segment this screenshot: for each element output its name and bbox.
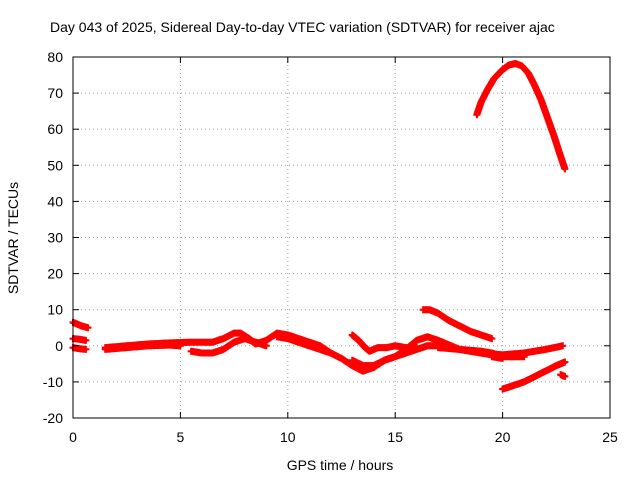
data-point	[176, 342, 184, 350]
series-arc2	[69, 335, 90, 344]
data-point	[561, 165, 569, 173]
y-tick-label: 60	[47, 121, 63, 137]
series-arc13	[473, 59, 569, 173]
series-arc15	[557, 371, 569, 380]
y-tick-label: 40	[47, 193, 63, 209]
x-tick-label: 20	[495, 429, 511, 445]
y-axis-label: SDTVAR / TECUs	[5, 182, 21, 294]
series-arc7	[273, 333, 335, 357]
axis-ticks: 0 5 10 15 20 25 -20 -10 0 10 20 30 40 50 60 70 80	[43, 49, 618, 445]
data-point	[84, 324, 92, 332]
data-point	[561, 372, 569, 380]
y-tick-label: 20	[47, 266, 63, 282]
x-tick-label: 25	[602, 429, 618, 445]
series-arc12	[488, 353, 507, 362]
y-tick-label: 50	[47, 157, 63, 173]
y-tick-label: 70	[47, 85, 63, 101]
y-tick-label: 10	[47, 302, 63, 318]
chart-title: Day 043 of 2025, Sidereal Day-to-day VTE…	[50, 19, 555, 35]
y-tick-label: -20	[43, 410, 63, 426]
y-tick-label: 80	[47, 49, 63, 65]
series-arc8	[348, 331, 421, 355]
y-tick-label: 30	[47, 230, 63, 246]
data-point	[82, 336, 90, 344]
data-point	[488, 335, 496, 343]
x-tick-label: 5	[177, 429, 185, 445]
series-arc5	[101, 341, 184, 353]
x-axis-label: GPS time / hours	[287, 457, 394, 473]
series-arc6	[187, 335, 270, 357]
data-point	[327, 349, 335, 357]
data-point	[499, 354, 507, 362]
series-arc14	[499, 358, 569, 393]
series-arc10	[419, 306, 496, 343]
x-tick-label: 0	[69, 429, 77, 445]
x-tick-label: 15	[387, 429, 403, 445]
y-tick-label: 0	[55, 338, 63, 354]
data-point	[561, 358, 569, 366]
data-point	[82, 345, 90, 353]
y-tick-label: -10	[43, 374, 63, 390]
series-arc1	[69, 318, 92, 332]
grid-lines	[73, 57, 610, 418]
data-point	[262, 342, 270, 350]
data-point	[520, 353, 528, 361]
data-point	[559, 342, 567, 350]
data-marks	[69, 59, 569, 393]
x-tick-label: 10	[280, 429, 296, 445]
